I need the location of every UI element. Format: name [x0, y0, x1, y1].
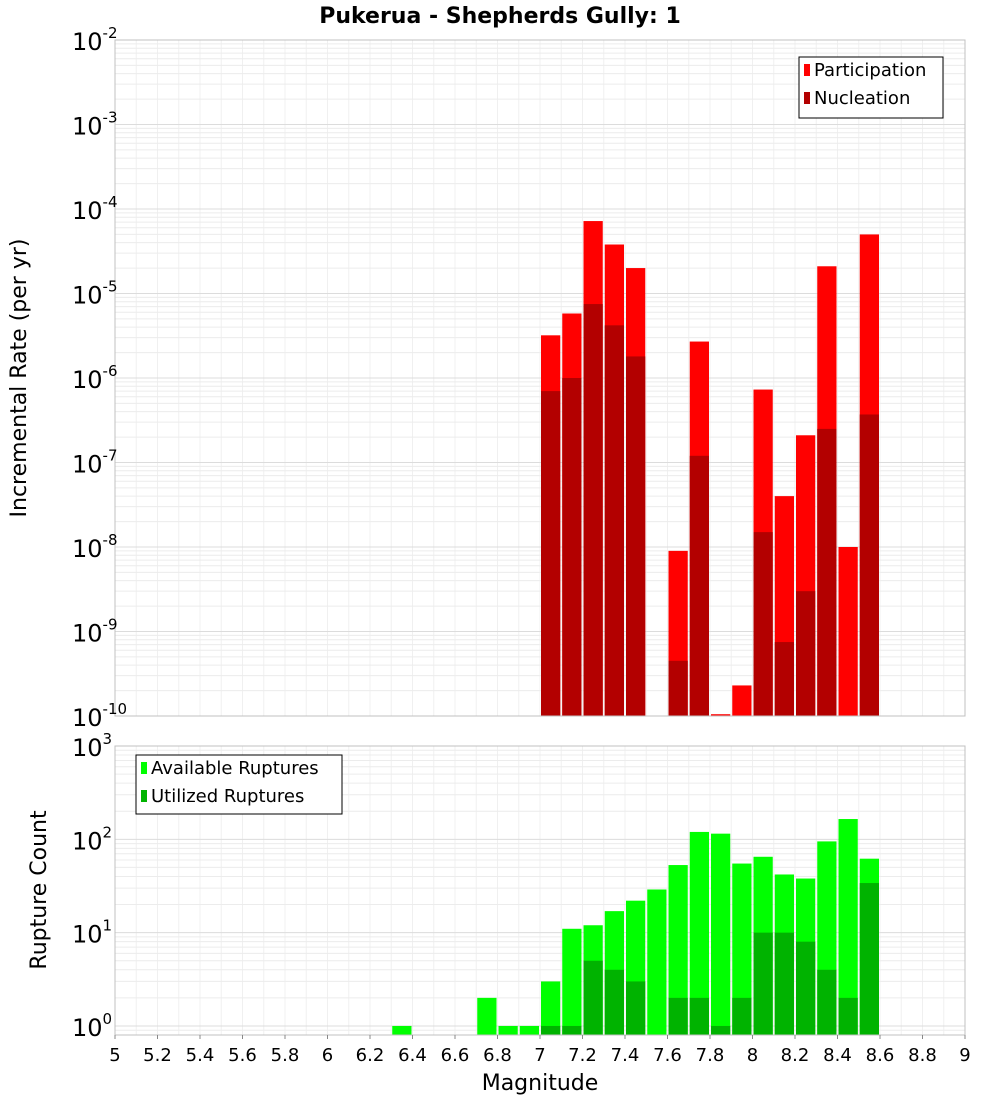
bar-utilized-ruptures: [541, 1025, 561, 1035]
bar-available-ruptures: [689, 831, 709, 1035]
y-tick-label: 10-10: [72, 700, 127, 732]
legend-swatch: [804, 64, 810, 76]
bar-nucleation: [626, 356, 646, 716]
y-tick-label: 100: [72, 1010, 112, 1042]
bar-available-ruptures: [647, 889, 667, 1035]
bar-utilized-ruptures: [796, 941, 816, 1035]
bar-participation: [732, 685, 752, 716]
bar-participation: [711, 714, 731, 716]
x-tick-label: 9: [959, 1045, 970, 1066]
bar-available-ruptures: [732, 863, 752, 1035]
bar-nucleation: [753, 532, 773, 716]
bar-nucleation: [583, 304, 603, 716]
bar-nucleation: [817, 428, 837, 716]
y-tick-label: 10-3: [72, 109, 118, 141]
bar-nucleation: [541, 391, 561, 716]
x-tick-label: 8.8: [908, 1045, 937, 1066]
y-tick-label: 10-2: [72, 24, 118, 56]
count-y-axis-label: Rupture Count: [27, 810, 52, 970]
bar-nucleation: [796, 591, 816, 716]
bar-nucleation: [562, 378, 582, 716]
legend: [135, 754, 343, 815]
bar-available-ruptures: [498, 1025, 518, 1035]
bar-available-ruptures: [519, 1025, 539, 1035]
y-tick-label: 10-6: [72, 362, 118, 394]
bar-utilized-ruptures: [753, 932, 773, 1035]
chart-title: Pukerua - Shepherds Gully: 1: [319, 4, 681, 29]
x-axis-label: Magnitude: [482, 1071, 599, 1096]
x-tick-label: 5.2: [143, 1045, 172, 1066]
bar-participation: [838, 547, 858, 716]
x-tick-label: 5.8: [271, 1045, 300, 1066]
bar-nucleation: [689, 455, 709, 716]
bar-nucleation: [604, 325, 624, 716]
y-tick-label: 10-9: [72, 616, 118, 648]
x-tick-label: 8: [747, 1045, 758, 1066]
legend-label: Nucleation: [814, 88, 910, 109]
bar-nucleation: [668, 660, 688, 716]
x-tick-label: 7.4: [611, 1045, 640, 1066]
bar-available-ruptures: [838, 819, 858, 1035]
x-tick-label: 5.6: [228, 1045, 257, 1066]
y-tick-label: 101: [72, 917, 112, 949]
bar-available-ruptures: [541, 981, 561, 1035]
bar-utilized-ruptures: [562, 1025, 582, 1035]
bar-nucleation: [859, 414, 879, 716]
count-panel: 100 101 102 103 Available Ruptures Utilized R…: [72, 730, 971, 1066]
bar-utilized-ruptures: [817, 969, 837, 1035]
y-tick-label: 103: [72, 730, 112, 762]
x-tick-label: 6.6: [441, 1045, 470, 1066]
x-tick-label: 8.2: [781, 1045, 810, 1066]
x-tick-label: 5.4: [186, 1045, 215, 1066]
y-tick-label: 10-5: [72, 278, 118, 310]
x-tick-label: 6.8: [483, 1045, 512, 1066]
x-tick-label: 6: [322, 1045, 333, 1066]
plot-frame: [114, 39, 966, 717]
bar-utilized-ruptures: [583, 960, 603, 1035]
legend: [798, 56, 944, 119]
rate-panel: 10-10 10-9 10-8 10-7 10-6 10-5 10-4 10-3 10-2 Par…: [72, 24, 966, 732]
legend-swatch: [141, 790, 147, 802]
bar-utilized-ruptures: [689, 997, 709, 1035]
x-tick-label: 7.6: [653, 1045, 682, 1066]
y-tick-label: 102: [72, 823, 112, 855]
legend-label: Available Ruptures: [151, 758, 319, 779]
legend-swatch: [141, 762, 147, 774]
x-tick-label: 5: [109, 1045, 120, 1066]
legend-label: Participation: [814, 60, 926, 81]
legend-label: Utilized Ruptures: [151, 786, 304, 807]
x-tick-label: 6.2: [356, 1045, 385, 1066]
bar-utilized-ruptures: [732, 997, 752, 1035]
bar-available-ruptures: [668, 865, 688, 1035]
y-tick-label: 10-4: [72, 193, 118, 225]
bar-utilized-ruptures: [859, 883, 879, 1035]
bar-available-ruptures: [477, 997, 497, 1035]
y-tick-label: 10-8: [72, 531, 118, 563]
bar-utilized-ruptures: [838, 997, 858, 1035]
bar-utilized-ruptures: [668, 997, 688, 1035]
bar-available-ruptures: [392, 1025, 412, 1035]
x-tick-label: 8.4: [823, 1045, 852, 1066]
bar-utilized-ruptures: [604, 969, 624, 1035]
x-tick-label: 7: [534, 1045, 545, 1066]
bar-available-ruptures: [711, 833, 731, 1035]
bar-utilized-ruptures: [626, 981, 646, 1035]
y-tick-label: 10-7: [72, 447, 118, 479]
x-tick-label: 7.2: [568, 1045, 597, 1066]
bar-utilized-ruptures: [774, 932, 794, 1035]
bar-utilized-ruptures: [711, 1025, 731, 1035]
x-tick-label: 6.4: [398, 1045, 427, 1066]
bar-nucleation: [774, 642, 794, 716]
legend-swatch: [804, 92, 810, 104]
bar-available-ruptures: [562, 928, 582, 1035]
x-tick-label: 7.8: [696, 1045, 725, 1066]
x-tick-label: 8.6: [866, 1045, 895, 1066]
rate-y-axis-label: Incremental Rate (per yr): [7, 239, 32, 518]
